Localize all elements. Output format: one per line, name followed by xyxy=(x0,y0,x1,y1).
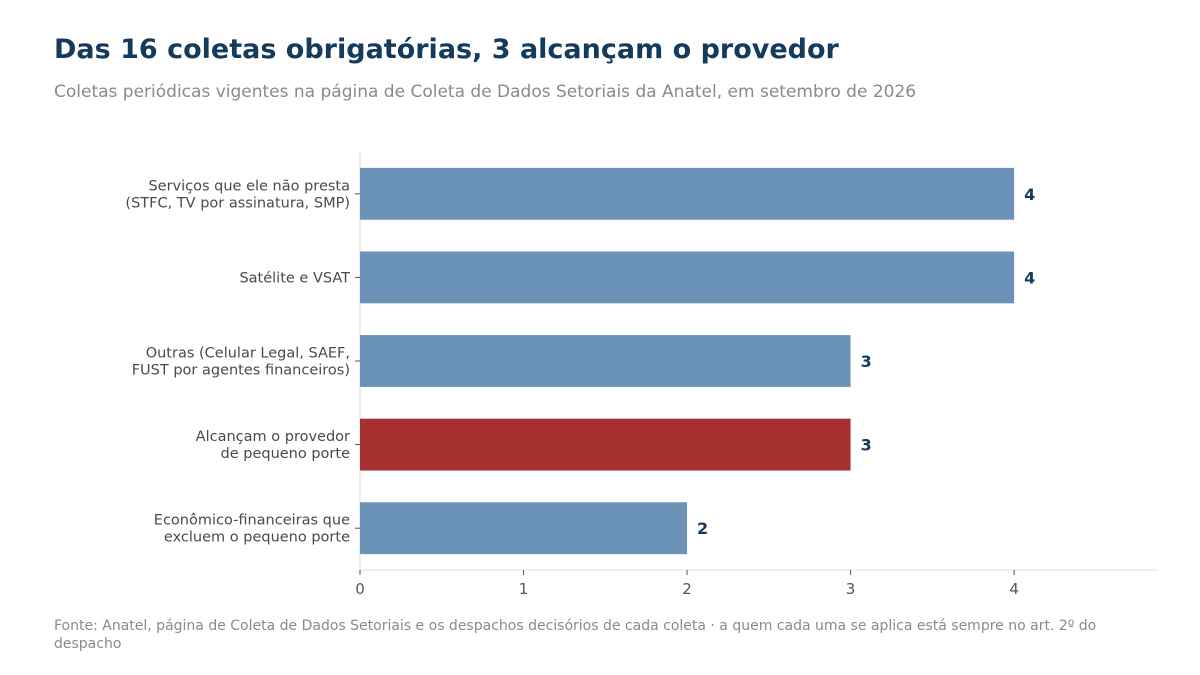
value-label: 4 xyxy=(1024,185,1035,204)
source-note: Fonte: Anatel, página de Coleta de Dados… xyxy=(54,618,1097,652)
bar xyxy=(360,502,688,555)
category-label: Alcançam o provedor de pequeno porte xyxy=(196,429,350,462)
value-label: 3 xyxy=(861,436,872,455)
category-label: Outras (Celular Legal, SAEF, FUST por age… xyxy=(132,346,350,379)
x-tick-label: 2 xyxy=(682,580,692,598)
bar xyxy=(360,167,1015,220)
bar xyxy=(360,251,1015,304)
value-label: 4 xyxy=(1024,268,1035,287)
x-tick-label: 1 xyxy=(519,580,529,598)
value-label: 2 xyxy=(697,519,708,538)
value-label: 3 xyxy=(861,352,872,371)
bar xyxy=(360,418,851,471)
category-label: Satélite e VSAT xyxy=(239,270,350,286)
x-tick-label: 3 xyxy=(846,580,856,598)
chart-subtitle: Coletas periódicas vigentes na página de… xyxy=(54,82,917,102)
x-tick-label: 4 xyxy=(1009,580,1019,598)
category-label: Serviços que ele não presta (STFC, TV por… xyxy=(125,178,350,211)
category-label: Econômico-financeiras que excluem o peque… xyxy=(154,513,350,546)
x-tick-label: 0 xyxy=(355,580,365,598)
chart-title: Das 16 coletas obrigatórias, 3 alcançam … xyxy=(54,34,839,65)
bar xyxy=(360,335,851,387)
bar-chart: 0 1 2 3 4 Serviços que ele não presta (STFC, T… xyxy=(125,152,1158,598)
